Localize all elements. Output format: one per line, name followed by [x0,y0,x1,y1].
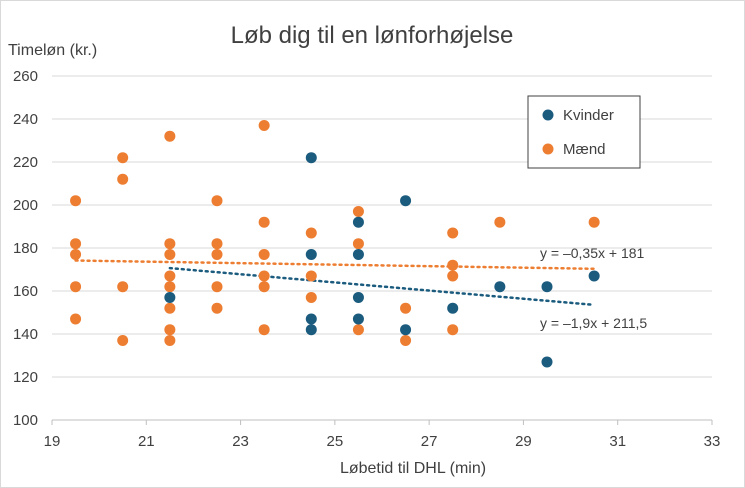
trendline-kvinder [168,266,596,307]
x-tick-label: 25 [327,433,344,450]
data-point [70,238,82,250]
data-point [447,259,459,271]
data-points [70,119,600,368]
trendline-equation: y = –1,9x + 211,5 [540,315,647,331]
legend-label: Mænd [563,141,606,158]
data-point [117,334,129,346]
data-point [352,205,364,217]
x-tick-label: 27 [421,433,438,450]
data-point [541,281,553,293]
data-point [70,281,82,293]
legend-marker [542,109,554,121]
data-point [70,195,82,207]
data-point [211,248,223,260]
y-axis-label: Timeløn (kr.) [8,42,97,59]
y-tick-label: 180 [13,240,38,257]
data-point [400,195,412,207]
data-point [447,227,459,239]
x-tick-label: 21 [138,433,155,450]
x-tick-label: 19 [44,433,61,450]
x-axis-ticks: 19 21 23 25 27 29 31 33 [44,420,721,450]
data-point [588,270,600,282]
x-axis-label: Løbetid til DHL (min) [340,460,486,477]
data-point [164,248,176,260]
y-tick-label: 200 [13,197,38,214]
data-point [164,238,176,250]
data-point [305,227,317,239]
data-point [258,216,270,228]
data-point [258,248,270,260]
data-point [400,302,412,314]
data-point [305,270,317,282]
data-point [117,281,129,293]
data-point [400,334,412,346]
trendline-equations: y = –1,9x + 211,5 y = –0,35x + 181 [540,245,647,331]
data-point [588,216,600,228]
y-tick-label: 100 [13,412,38,429]
y-tick-label: 240 [13,111,38,128]
data-point [447,302,459,314]
x-tick-label: 31 [609,433,626,450]
data-point [211,281,223,293]
legend-marker [542,143,554,155]
data-point [305,152,317,164]
data-point [447,324,459,336]
data-point [164,302,176,314]
y-axis-ticks: 100 120 140 160 180 200 220 240 260 [13,68,38,429]
y-tick-label: 260 [13,68,38,85]
y-tick-label: 120 [13,369,38,386]
data-point [258,324,270,336]
data-point [305,248,317,260]
trendline-equation: y = –0,35x + 181 [540,245,645,261]
legend: Kvinder Mænd [527,95,641,169]
data-point [352,216,364,228]
x-tick-label: 23 [232,433,249,450]
data-point [305,313,317,325]
trendline-mænd [74,259,596,271]
data-point [352,313,364,325]
data-point [305,291,317,303]
data-point [211,302,223,314]
legend-box [527,95,641,169]
data-point [494,281,506,293]
data-point [494,216,506,228]
data-point [164,270,176,282]
legend-label: Kvinder [563,107,614,124]
data-point [117,152,129,164]
data-point [164,281,176,293]
data-point [117,173,129,185]
data-point [352,291,364,303]
y-tick-label: 160 [13,283,38,300]
data-point [164,291,176,303]
data-point [541,356,553,368]
data-point [305,324,317,336]
x-tick-label: 33 [704,433,721,450]
data-point [164,324,176,336]
data-point [258,270,270,282]
data-point [352,324,364,336]
data-point [70,313,82,325]
x-tick-label: 29 [515,433,532,450]
data-point [164,334,176,346]
chart-title: Løb dig til en lønforhøjelse [231,22,514,49]
data-point [211,195,223,207]
data-point [211,238,223,250]
y-tick-label: 220 [13,154,38,171]
data-point [70,248,82,260]
data-point [400,324,412,336]
data-point [164,130,176,142]
data-point [447,270,459,282]
trendlines [74,259,596,307]
data-point [352,238,364,250]
data-point [258,281,270,293]
data-point [258,119,270,131]
data-point [352,248,364,260]
y-tick-label: 140 [13,326,38,343]
